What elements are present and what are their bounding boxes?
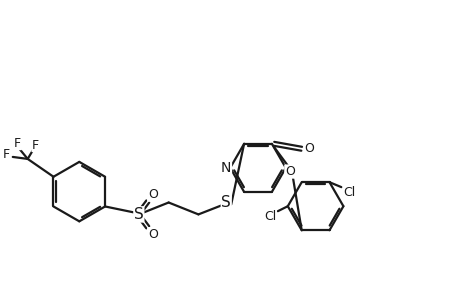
Text: S: S (134, 207, 143, 222)
Text: Cl: Cl (342, 186, 355, 199)
Text: O: O (147, 228, 157, 241)
Text: N: N (221, 161, 231, 175)
Text: O: O (284, 165, 294, 178)
Text: Cl: Cl (263, 210, 275, 223)
Text: S: S (221, 195, 230, 210)
Text: O: O (147, 188, 157, 201)
Text: F: F (32, 139, 39, 152)
Text: F: F (2, 148, 9, 161)
Text: F: F (14, 136, 21, 150)
Text: O: O (304, 142, 314, 155)
